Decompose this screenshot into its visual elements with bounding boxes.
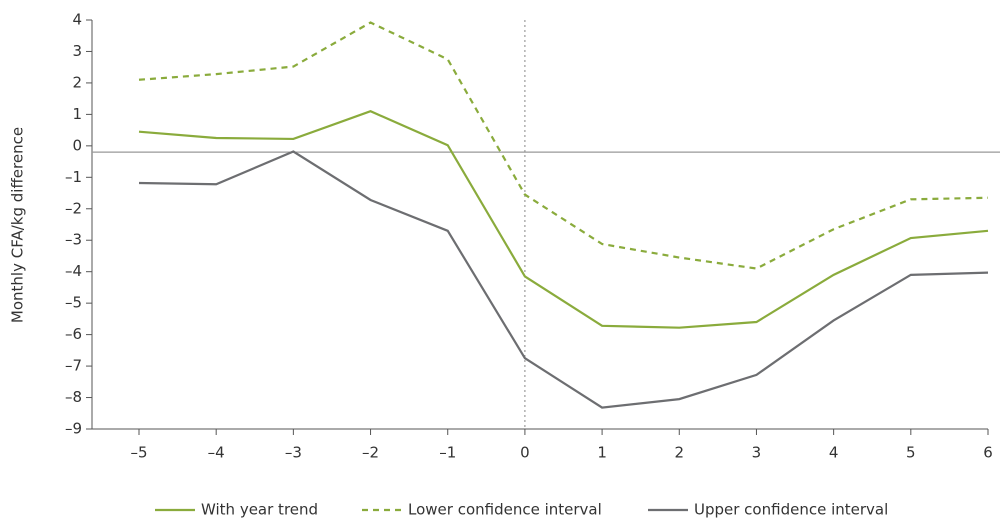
- x-tick-label: –1: [439, 444, 456, 462]
- x-tick-label: 2: [674, 444, 684, 462]
- x-tick-label: 5: [906, 444, 916, 462]
- legend-label: With year trend: [201, 501, 318, 519]
- y-tick-label: –1: [65, 168, 82, 186]
- y-tick-label: –9: [65, 420, 82, 438]
- x-tick-label: –4: [208, 444, 225, 462]
- x-tick-label: –2: [362, 444, 379, 462]
- x-tick-label: –3: [285, 444, 302, 462]
- y-tick-label: 2: [72, 73, 82, 91]
- y-tick-label: –5: [65, 294, 82, 312]
- y-tick-label: 4: [72, 11, 82, 29]
- x-tick-label: 4: [829, 444, 839, 462]
- series-line: [138, 150, 989, 409]
- y-tick-label: –2: [65, 199, 82, 217]
- y-tick-label: –4: [65, 262, 82, 280]
- y-tick-label: 3: [72, 42, 82, 60]
- x-tick-label: 0: [520, 444, 530, 462]
- legend-label: Upper confidence interval: [694, 501, 888, 519]
- legend-label: Lower confidence interval: [408, 501, 602, 519]
- y-tick-label: –8: [65, 388, 82, 406]
- y-tick-label: 1: [72, 105, 82, 123]
- series-line: [138, 21, 989, 270]
- series-line: [138, 110, 989, 329]
- y-tick-label: –6: [65, 325, 82, 343]
- x-tick-label: 6: [983, 444, 993, 462]
- y-tick-label: –3: [65, 231, 82, 249]
- y-tick-label: 0: [72, 136, 82, 154]
- y-axis-label: Monthly CFA/kg difference: [9, 127, 27, 323]
- x-tick-label: 3: [752, 444, 762, 462]
- x-tick-label: 1: [597, 444, 607, 462]
- x-tick-label: –5: [130, 444, 147, 462]
- y-tick-label: –7: [65, 357, 82, 375]
